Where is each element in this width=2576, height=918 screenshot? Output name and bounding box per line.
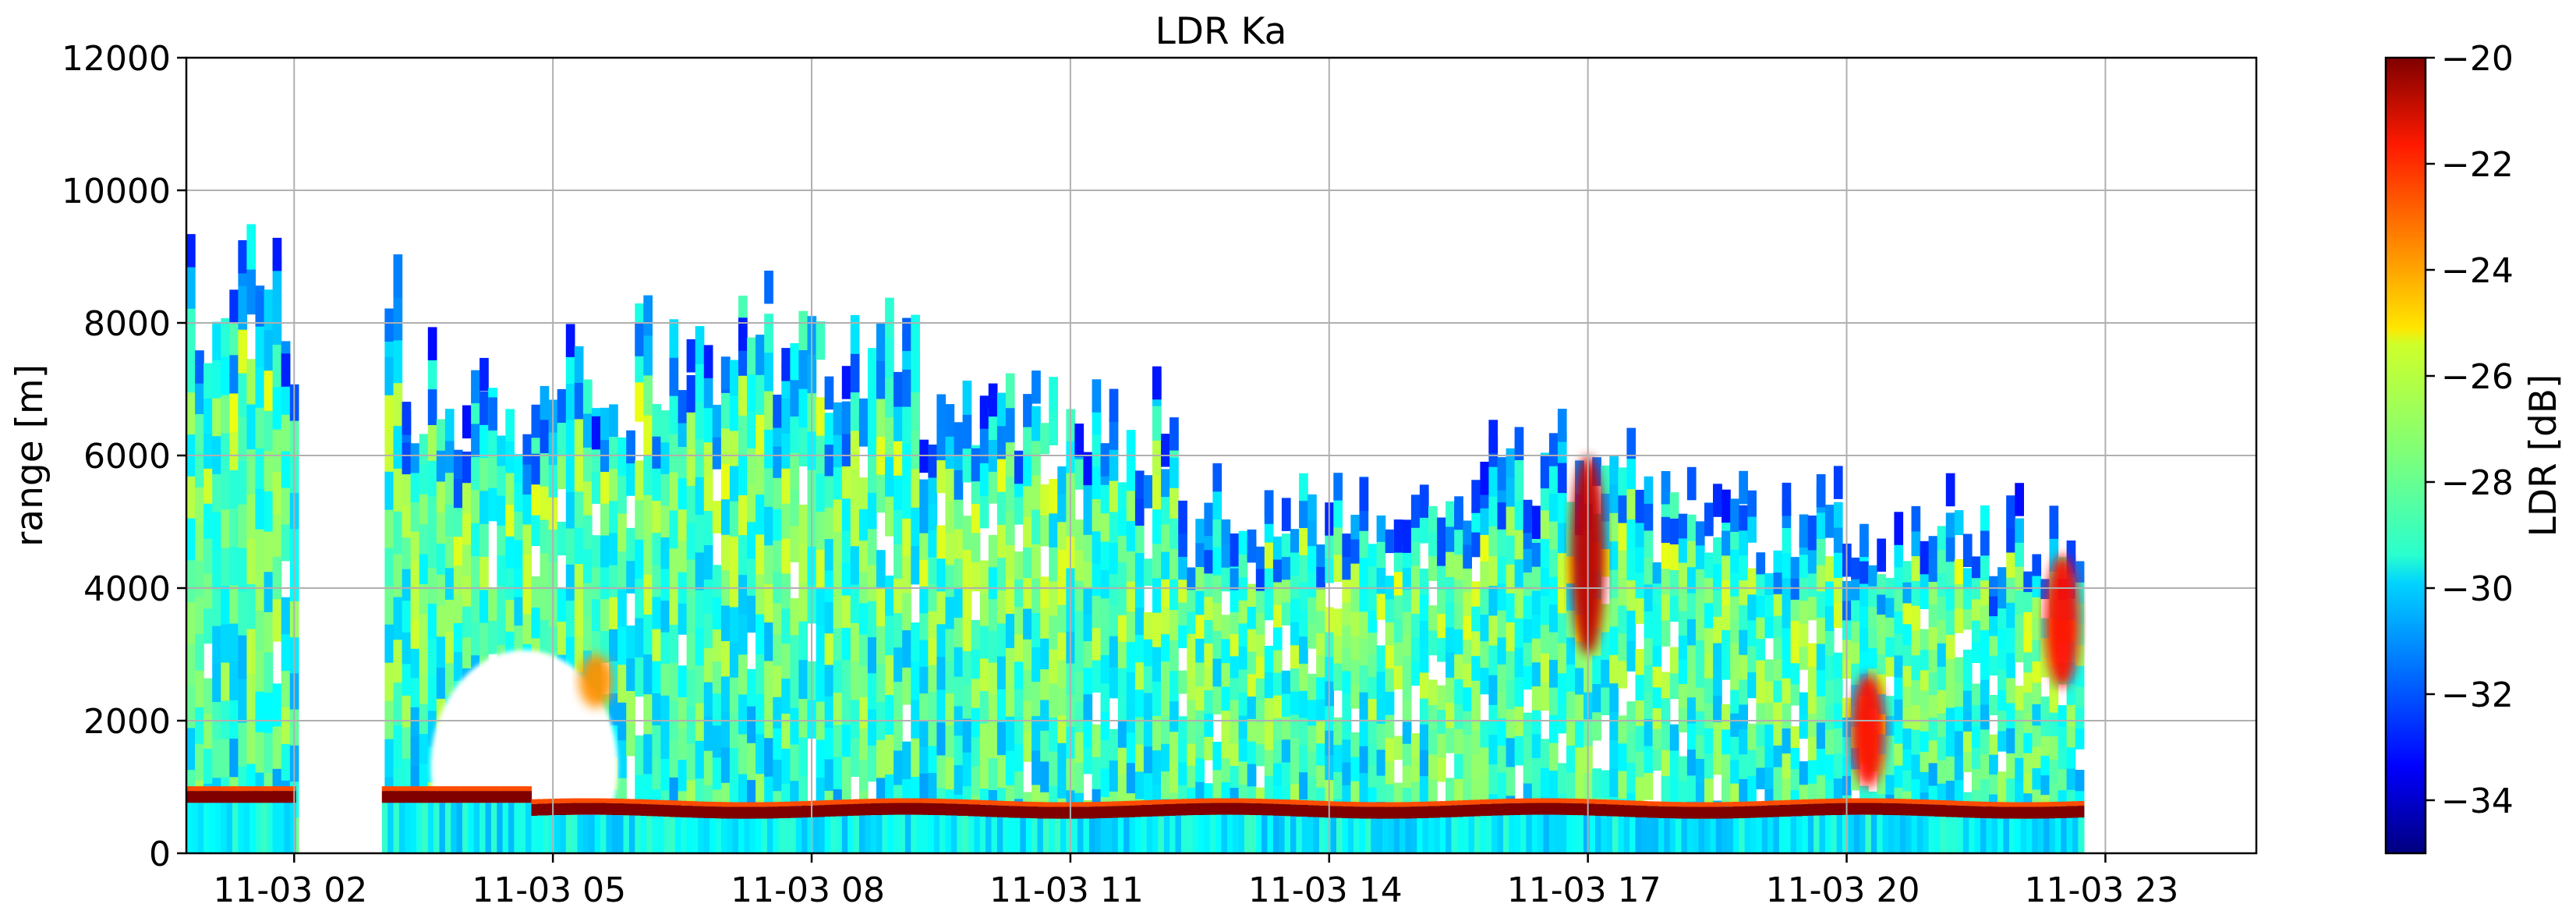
x-tick-label: 11-03 11 [989, 870, 1144, 910]
x-tick-label: 11-03 20 [1766, 870, 1920, 910]
x-tick-label: 11-03 05 [472, 870, 626, 910]
colorbar-tick-label: −34 [2441, 782, 2514, 821]
colorbar-tick-label: −26 [2441, 357, 2514, 397]
colorbar-tick-label: −32 [2441, 675, 2514, 715]
x-axis: 11-03 02 11-03 05 11-03 08 11-03 11 11-03 14… [213, 853, 2178, 910]
high-ldr-streak-3 [1851, 674, 1886, 788]
colorbar-tick-label: −24 [2441, 251, 2514, 291]
y-tick-label: 0 [149, 835, 171, 874]
x-tick-label: 11-03 02 [213, 870, 367, 910]
chart-title: LDR Ka [1155, 10, 1287, 53]
x-tick-label: 11-03 17 [1507, 870, 1661, 910]
y-tick-label: 12000 [62, 39, 171, 79]
x-tick-label: 11-03 23 [2024, 870, 2178, 910]
colorbar: −34 −32 −30 −28 −26 −24 −22 −20 LDR [dB] [2384, 39, 2565, 855]
colorbar-label: LDR [dB] [2522, 374, 2565, 537]
melting-layer-band [186, 786, 2085, 853]
high-ldr-streak-2 [2045, 555, 2080, 688]
colorbar-gradient [2384, 56, 2427, 855]
colorbar-tick-label: −22 [2441, 145, 2514, 185]
high-ldr-streak-4 [579, 654, 614, 707]
x-tick-label: 11-03 14 [1248, 870, 1403, 910]
colorbar-ticks: −34 −32 −30 −28 −26 −24 −22 −20 [2426, 39, 2514, 821]
y-tick-label: 2000 [83, 702, 171, 742]
colorbar-tick-label: −20 [2441, 39, 2514, 79]
y-axis-label: range [m] [9, 364, 51, 547]
y-tick-label: 8000 [83, 304, 171, 344]
y-tick-label: 6000 [83, 437, 171, 477]
y-tick-label: 10000 [62, 172, 171, 211]
colorbar-tick-label: −30 [2441, 569, 2514, 609]
y-axis: 0 2000 4000 6000 8000 10000 12000 [62, 39, 186, 874]
x-tick-label: 11-03 08 [731, 870, 885, 910]
y-tick-label: 4000 [83, 569, 171, 609]
colorbar-tick-label: −28 [2441, 463, 2514, 503]
